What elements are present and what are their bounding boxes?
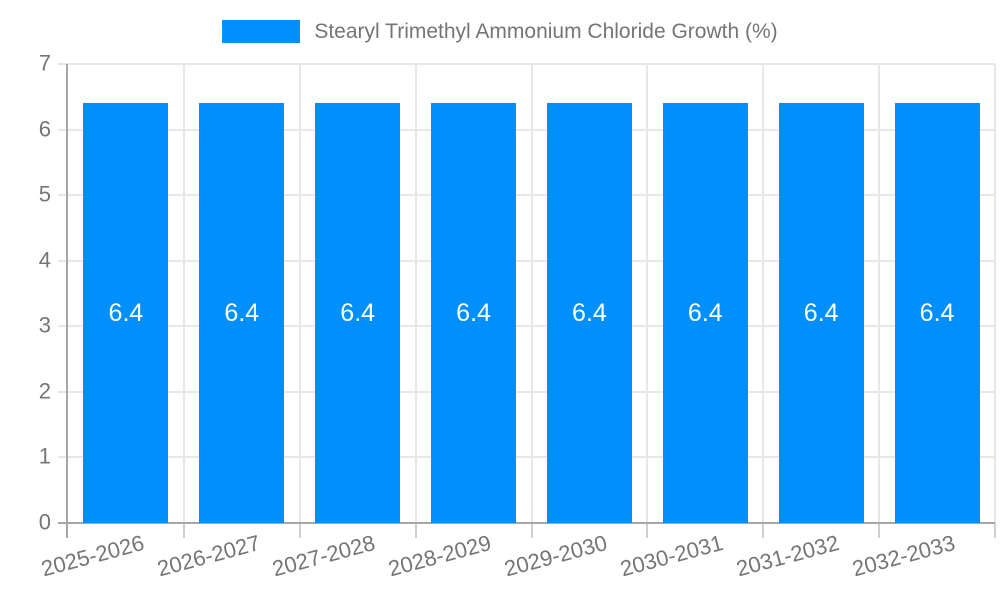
gridline-vertical <box>530 64 533 523</box>
gridline-horizontal <box>58 259 995 262</box>
legend: Stearyl Trimethyl Ammonium Chloride Grow… <box>0 20 1000 43</box>
x-axis-tick <box>646 523 649 538</box>
x-axis-category-label: 2028-2029 <box>385 530 495 582</box>
gridline-vertical <box>414 64 417 523</box>
y-axis-tick-label: 3 <box>38 312 51 338</box>
gridline-vertical <box>994 64 996 523</box>
y-axis-tick-label: 5 <box>38 181 51 207</box>
bar-value-label: 6.4 <box>456 298 491 327</box>
gridline-vertical <box>646 64 649 523</box>
bar[interactable]: 6.4 <box>778 103 864 523</box>
y-axis-tick-label: 2 <box>38 378 51 404</box>
x-axis-tick <box>414 523 417 538</box>
x-axis-tick <box>530 523 533 538</box>
x-axis-category-label: 2031-2032 <box>733 530 842 582</box>
bar[interactable]: 6.4 <box>199 103 285 523</box>
bar-value-label: 6.4 <box>340 298 376 327</box>
x-axis-tick <box>878 523 881 538</box>
bar-value-label: 6.4 <box>687 298 723 327</box>
x-axis-tick <box>298 523 301 538</box>
bar-value-label: 6.4 <box>572 298 607 327</box>
x-axis-tick <box>994 523 996 538</box>
bar[interactable]: 6.4 <box>315 103 401 523</box>
bar[interactable]: 6.4 <box>546 103 632 523</box>
bar-value-label: 6.4 <box>108 298 144 327</box>
y-axis-tick-label: 6 <box>38 116 51 142</box>
x-axis-category-label: 2026-2027 <box>154 530 263 582</box>
gridline-horizontal <box>58 63 995 65</box>
bar[interactable]: 6.4 <box>662 103 748 523</box>
gridline-vertical <box>298 64 301 523</box>
bar-value-label: 6.4 <box>224 298 260 327</box>
gridline-horizontal <box>58 456 995 459</box>
bar-value-label: 6.4 <box>919 298 955 327</box>
y-axis-tick-label: 4 <box>38 247 51 273</box>
x-axis-tick <box>182 523 185 538</box>
y-axis-tick-label: 7 <box>38 50 51 76</box>
bar[interactable]: 6.4 <box>431 103 517 523</box>
x-axis-category-label: 2030-2031 <box>617 530 726 582</box>
gridline-horizontal <box>58 325 995 328</box>
gridline-horizontal <box>58 194 995 197</box>
bar[interactable]: 6.4 <box>83 103 169 523</box>
x-axis-category-label: 2029-2030 <box>501 530 610 582</box>
legend-swatch-icon <box>222 20 301 43</box>
x-axis-category-label: 2027-2028 <box>270 530 379 582</box>
legend-item[interactable]: Stearyl Trimethyl Ammonium Chloride Grow… <box>222 20 778 43</box>
x-axis-tick <box>762 523 765 538</box>
gridline-vertical <box>762 64 765 523</box>
bar-value-label: 6.4 <box>803 298 839 327</box>
x-axis-category-label: 2032-2033 <box>849 530 958 582</box>
gridline-vertical <box>182 64 185 523</box>
bar[interactable]: 6.4 <box>894 103 980 523</box>
x-axis-line <box>58 522 995 524</box>
y-axis-line <box>66 64 68 538</box>
x-axis-category-label: 2025-2026 <box>38 530 147 582</box>
legend-series-label: Stearyl Trimethyl Ammonium Chloride Grow… <box>314 20 778 43</box>
y-axis-tick-label: 0 <box>38 509 51 535</box>
gridline-horizontal <box>58 390 995 393</box>
gridline-vertical <box>878 64 881 523</box>
y-axis-tick-label: 1 <box>38 443 51 469</box>
gridline-horizontal <box>58 128 995 131</box>
